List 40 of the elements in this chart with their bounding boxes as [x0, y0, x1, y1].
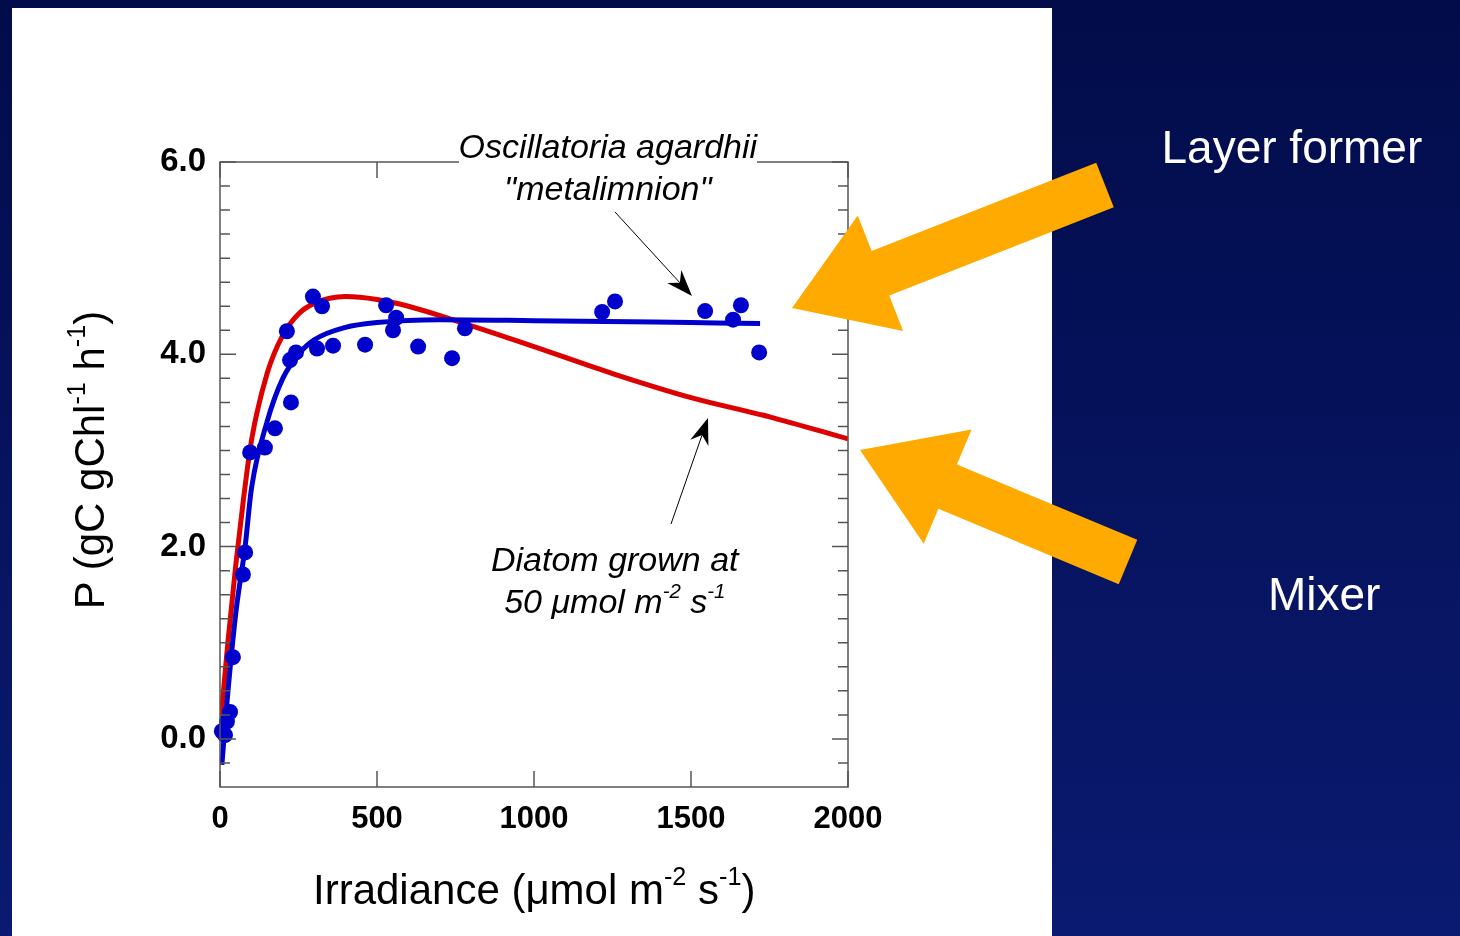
point — [410, 338, 427, 355]
x-tick-label: 1000 — [499, 800, 569, 836]
y-tick-label: 4.0 — [160, 333, 206, 371]
point — [378, 297, 395, 314]
x-tick-label: 500 — [351, 800, 403, 836]
annotation: Diatom grown at 50 μmol m$^{-2}$ s$^{-1}$ — [491, 537, 739, 623]
point — [234, 566, 251, 583]
x-tick-label: 1500 — [656, 800, 726, 836]
y-tick-label: 6.0 — [160, 141, 206, 179]
text: Layer former — [1161, 120, 1423, 174]
x-axis-title: Irradiance (μmol m$^{-2}$ s$^{-1}$) — [313, 862, 756, 914]
x-tick-label: 0 — [211, 800, 229, 836]
point — [266, 420, 283, 437]
point — [237, 544, 254, 561]
text: Mixer — [1268, 567, 1381, 621]
annotation: Oscillatoria agardhii "metalimnion" — [458, 124, 758, 210]
y-tick-label: 2.0 — [160, 525, 206, 563]
point — [594, 304, 611, 320]
point — [256, 439, 273, 456]
point — [287, 344, 304, 361]
point — [607, 293, 624, 310]
point — [725, 311, 742, 328]
point — [456, 320, 473, 337]
point — [309, 340, 326, 357]
point — [751, 344, 768, 361]
point — [357, 336, 374, 353]
point — [222, 704, 239, 720]
point — [278, 323, 295, 340]
point — [444, 350, 461, 367]
point — [314, 298, 331, 315]
point — [224, 649, 241, 666]
point — [732, 297, 749, 314]
x-tick-label: 2000 — [813, 800, 883, 836]
y-tick-label: 0.0 — [160, 718, 206, 756]
point — [325, 337, 342, 354]
point — [282, 394, 299, 411]
point — [385, 322, 402, 339]
point — [304, 288, 321, 305]
point — [697, 303, 714, 320]
point — [242, 444, 259, 461]
